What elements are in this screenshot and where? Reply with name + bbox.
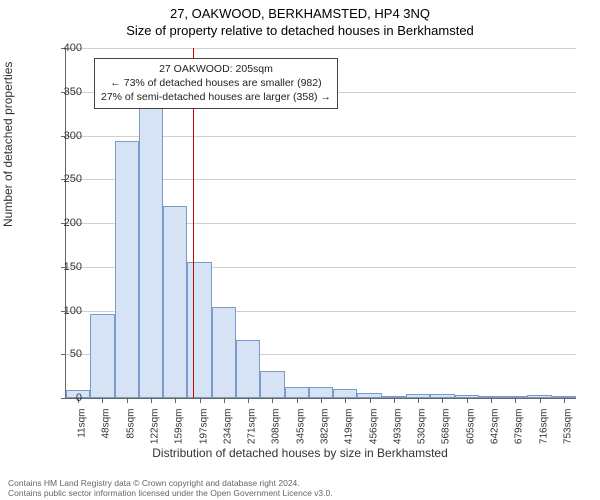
annotation-line3: 27% of semi-detached houses are larger (… [101, 90, 331, 104]
page-title-address: 27, OAKWOOD, BERKHAMSTED, HP4 3NQ [0, 0, 600, 21]
xtick-mark [175, 398, 176, 403]
xtick-mark [418, 398, 419, 403]
footer-line1: Contains HM Land Registry data © Crown c… [8, 478, 333, 488]
bar [139, 101, 163, 399]
bar [163, 206, 187, 398]
footer-line2: Contains public sector information licen… [8, 488, 333, 498]
ytick-label: 400 [42, 42, 82, 54]
xtick-mark [272, 398, 273, 403]
xtick-mark [102, 398, 103, 403]
xtick-mark [321, 398, 322, 403]
xtick-mark [467, 398, 468, 403]
x-axis-label: Distribution of detached houses by size … [0, 446, 600, 460]
xtick-mark [491, 398, 492, 403]
bar [236, 340, 260, 398]
ytick-label: 300 [42, 130, 82, 142]
xtick-mark [370, 398, 371, 403]
bar [115, 141, 139, 398]
ytick-label: 50 [42, 348, 82, 360]
plot-area: 11sqm48sqm85sqm122sqm159sqm197sqm234sqm2… [65, 48, 576, 399]
ytick-label: 350 [42, 86, 82, 98]
footer-attribution: Contains HM Land Registry data © Crown c… [8, 478, 333, 498]
xtick-mark [345, 398, 346, 403]
bar [285, 387, 309, 398]
bar [187, 262, 211, 398]
annotation-box: 27 OAKWOOD: 205sqm← 73% of detached hous… [94, 58, 338, 109]
annotation-line2: ← 73% of detached houses are smaller (98… [101, 76, 331, 90]
ytick-label: 100 [42, 305, 82, 317]
gridline [66, 48, 576, 49]
chart-container: 27, OAKWOOD, BERKHAMSTED, HP4 3NQ Size o… [0, 0, 600, 500]
xtick-mark [564, 398, 565, 403]
ytick-label: 0 [42, 392, 82, 404]
bar [212, 307, 236, 398]
bar [309, 387, 333, 398]
ytick-label: 200 [42, 217, 82, 229]
xtick-mark [151, 398, 152, 403]
y-axis-label: Number of detached properties [1, 62, 15, 227]
page-subtitle: Size of property relative to detached ho… [0, 21, 600, 38]
ytick-label: 150 [42, 261, 82, 273]
xtick-mark [200, 398, 201, 403]
bar [333, 389, 357, 398]
xtick-mark [515, 398, 516, 403]
bar [90, 314, 114, 398]
ytick-label: 250 [42, 173, 82, 185]
xtick-mark [224, 398, 225, 403]
annotation-line1: 27 OAKWOOD: 205sqm [101, 62, 331, 76]
xtick-mark [248, 398, 249, 403]
xtick-mark [297, 398, 298, 403]
xtick-mark [442, 398, 443, 403]
bar [260, 371, 284, 398]
xtick-mark [394, 398, 395, 403]
xtick-mark [127, 398, 128, 403]
xtick-mark [540, 398, 541, 403]
